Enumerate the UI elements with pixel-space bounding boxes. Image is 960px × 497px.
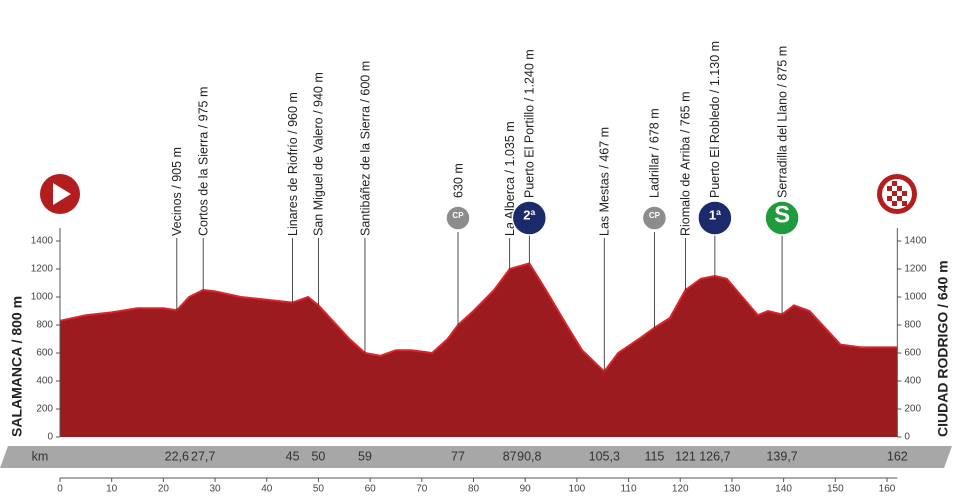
km-label: 121 [675,449,696,463]
km-label: 87 [503,449,517,463]
badge [697,200,733,236]
badge-text: S [774,201,790,228]
waypoint-label: 630 m [451,163,465,198]
y-tick-label-right: 1000 [904,292,927,303]
y-tick-label: 200 [36,404,53,415]
badge-text: 1ª [709,207,721,222]
x-tick-label: 30 [210,484,222,495]
waypoint-label: Santibáñez de la Sierra / 600 m [358,61,372,236]
y-tick-label-right: 1400 [904,236,927,247]
y-tick-label: 1400 [31,236,54,247]
x-tick-label: 40 [261,484,273,495]
finish-label: CIUDAD RODRIGO / 640 m [935,260,951,437]
badge-text: CP [649,211,661,220]
y-tick-label-right: 0 [904,432,910,443]
waypoint-label: Vecinos / 905 m [170,147,184,236]
km-band [0,446,952,468]
x-tick-label: 10 [106,484,118,495]
waypoint-label: Puerto El Portillo / 1.240 m [523,49,537,198]
waypoint-label: San Miguel de Valero / 940 m [312,72,326,236]
km-label: 162 [887,449,908,463]
x-tick-label: 20 [158,484,170,495]
profile-line [59,262,898,374]
x-tick-label: 140 [775,484,792,495]
badge [641,205,668,231]
x-tick-label: 60 [365,484,377,495]
y-tick-label-right: 200 [904,404,921,415]
km-label: 115 [644,449,664,463]
y-tick-label: 1200 [31,264,54,275]
km-label: 105,3 [589,449,620,463]
km-label: 27,7 [191,449,215,463]
y-tick-label: 0 [47,432,53,443]
x-tick-label: 100 [569,484,586,495]
y-tick-label-right: 400 [904,376,921,387]
x-tick-label: 160 [879,484,896,495]
km-label: 139,7 [766,449,797,463]
km-label: 90,8 [517,449,541,463]
x-tick-label: 120 [672,484,689,495]
km-label: 22,6 [165,449,189,463]
badge [445,205,471,231]
y-tick-label-right: 1200 [904,264,927,275]
km-label: 126,7 [699,449,730,463]
x-tick-label: 90 [520,484,532,495]
y-tick-label-right: 800 [904,320,921,331]
badge-text: CP [452,211,464,220]
finish-icon [877,174,917,214]
km-label: 50 [311,449,325,463]
start-icon [40,174,80,214]
x-tick-label: 150 [827,484,844,495]
y-tick-label-right: 600 [904,348,921,359]
waypoint-label: Linares de Riofrío / 960 m [286,92,300,236]
km-unit: km [32,449,49,463]
y-tick-label: 800 [36,320,53,331]
waypoint-label: Serradilla del Llano / 875 m [775,46,789,198]
km-label: 45 [286,449,300,463]
x-tick-label: 130 [724,484,741,495]
x-tick-label: 70 [416,484,428,495]
x-tick-label: 110 [621,484,637,495]
start-label: SALAMANCA / 800 m [9,296,25,437]
badge [511,200,548,236]
x-tick-label: 0 [57,484,63,495]
badge-text: 2ª [523,207,535,222]
km-label: 77 [451,449,465,463]
waypoint-label: Puerto El Robledo / 1.130 m [708,41,722,198]
waypoint-label: Cortos de la Sierra / 975 m [196,87,210,236]
km-label: 59 [358,449,372,463]
waypoint-label: Ladrillar / 678 m [648,108,662,198]
y-tick-label: 400 [36,376,53,387]
y-tick-label: 1000 [31,292,54,303]
waypoint-label: Riomalo de Arriba / 765 m [679,91,693,236]
waypoint-label: La Alberca / 1.035 m [503,121,517,236]
y-tick-label: 600 [36,348,53,359]
profile-fill [60,263,898,437]
x-tick-label: 50 [313,484,325,495]
waypoint-label: Las Mestas / 467 m [598,127,612,236]
badge [764,200,800,236]
x-tick-label: 80 [468,484,480,495]
